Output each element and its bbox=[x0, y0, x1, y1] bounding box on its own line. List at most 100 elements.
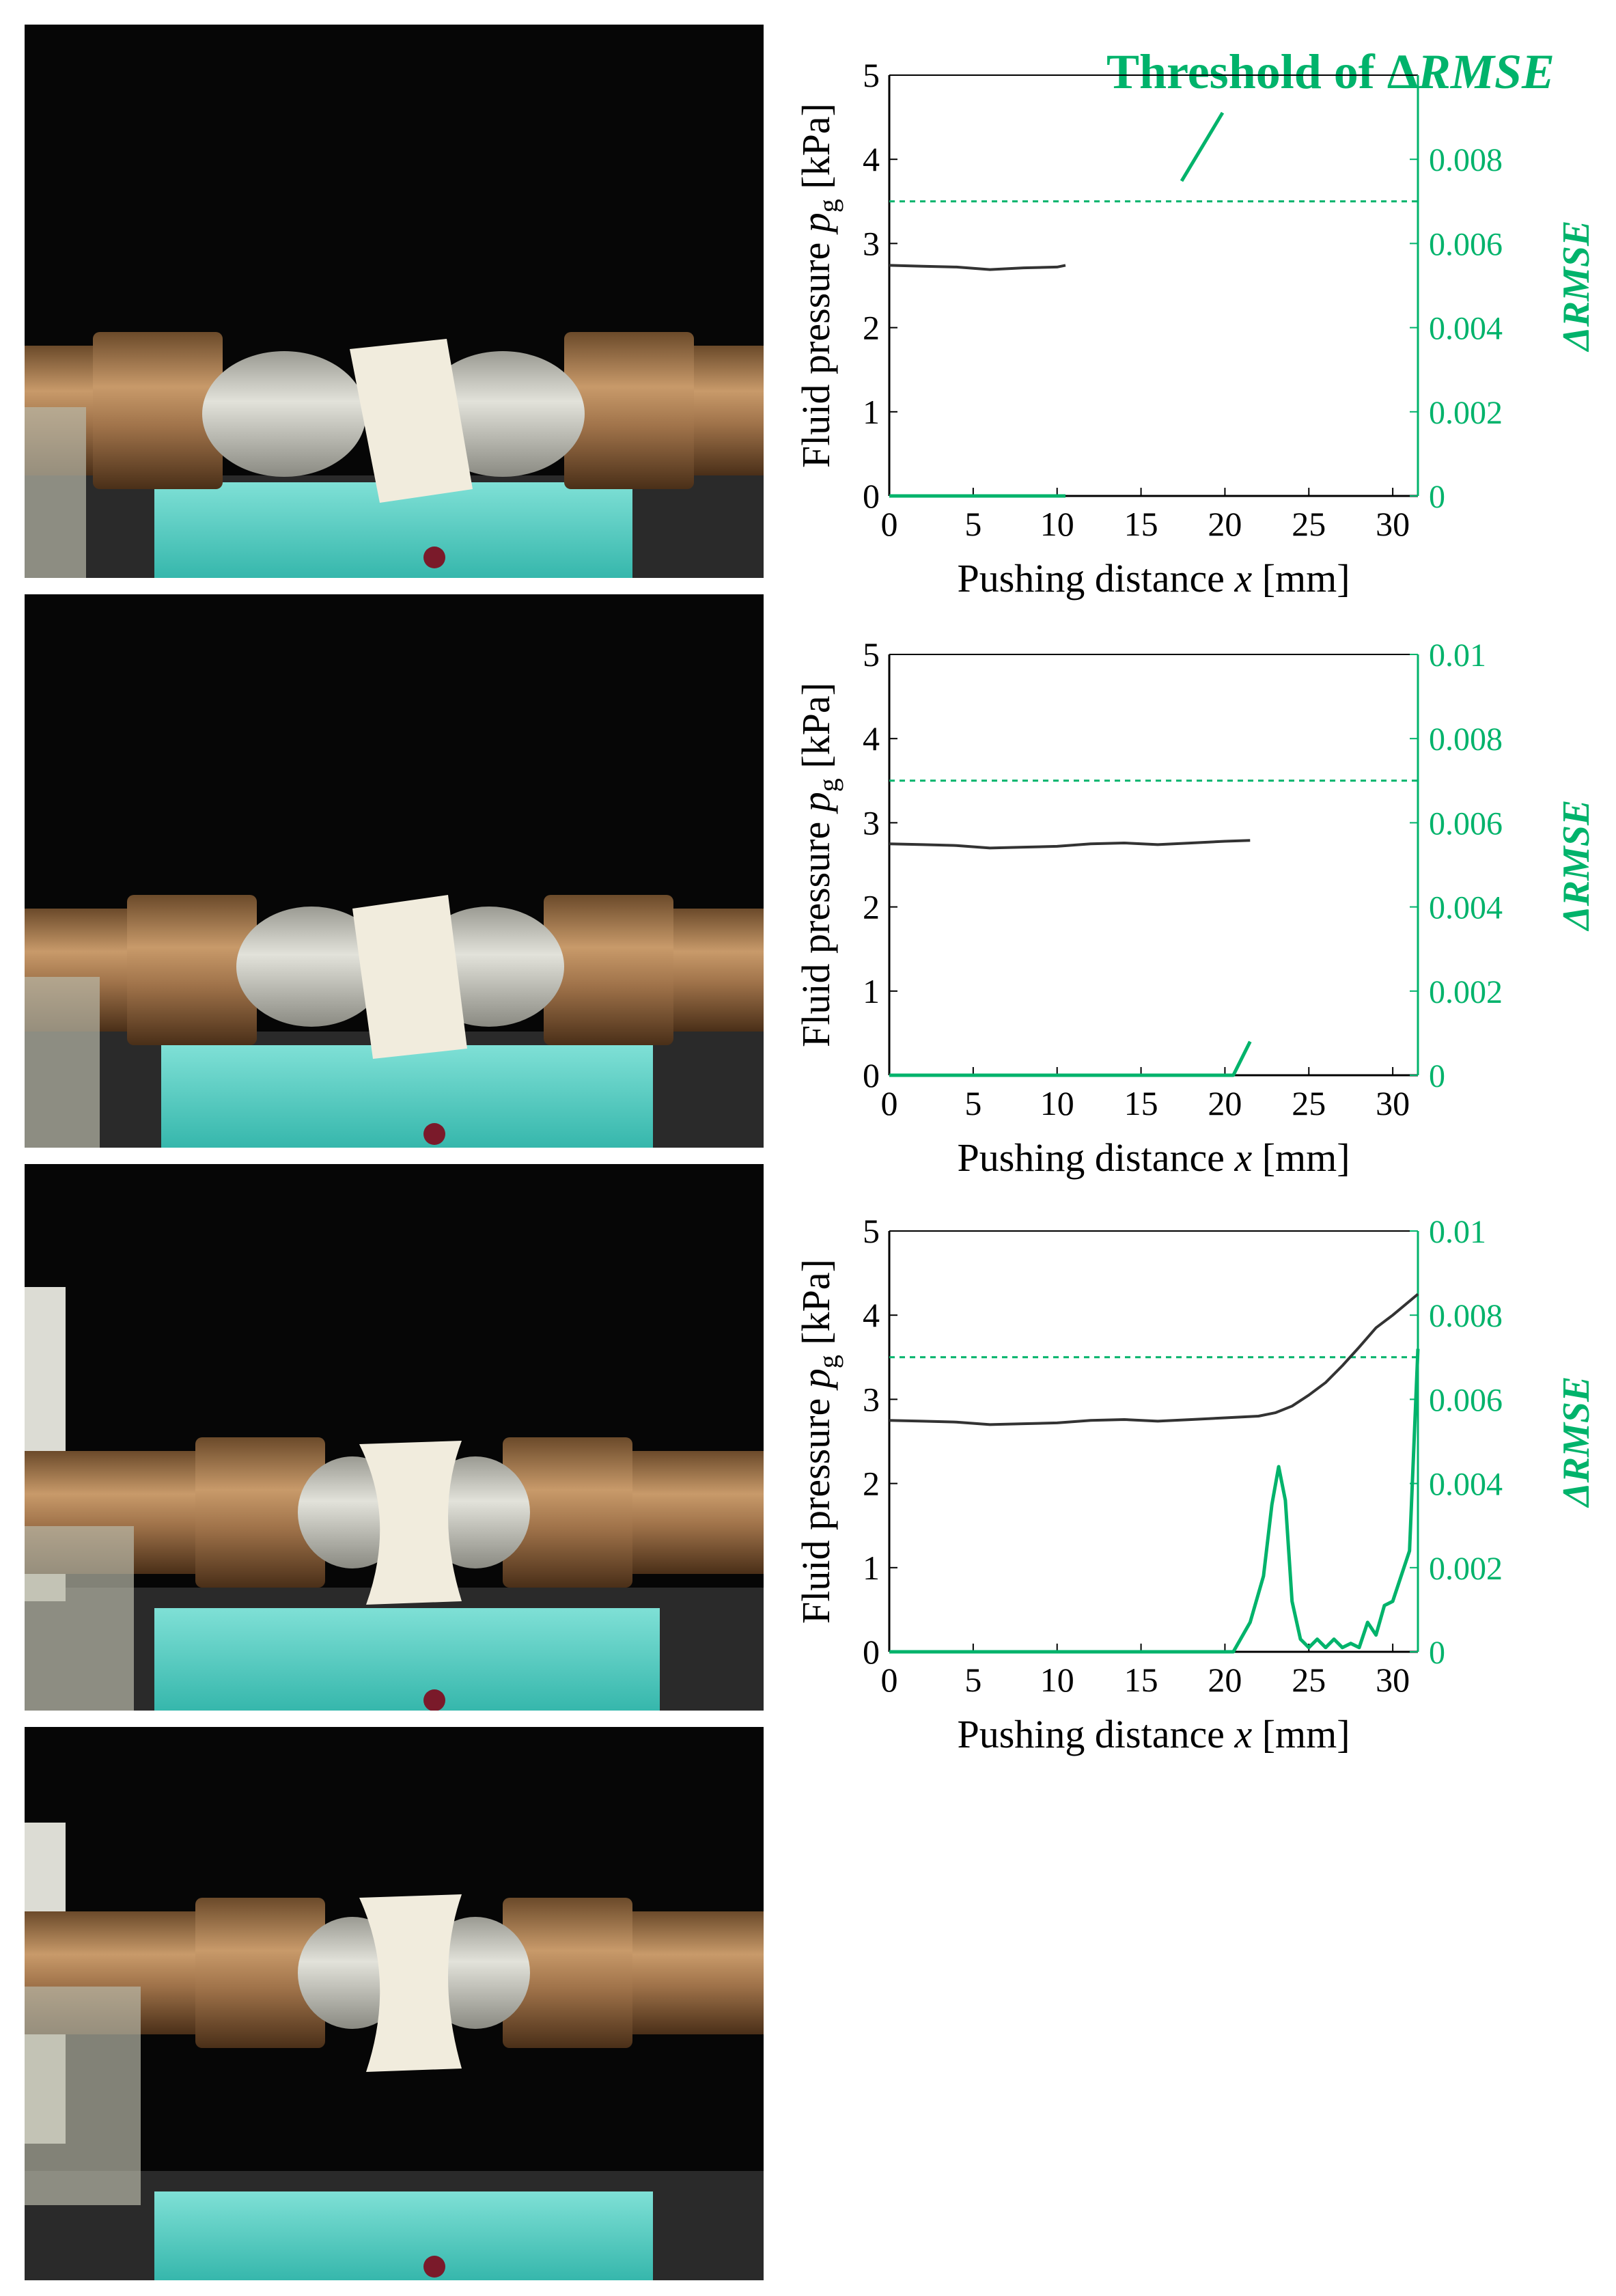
x-tick-label: 15 bbox=[1124, 1084, 1158, 1122]
y-axis-label: Fluid pressure pg [kPa] bbox=[794, 1259, 844, 1624]
y2-tick-label: 0.002 bbox=[1429, 395, 1503, 431]
x-axis-label-unit: [mm] bbox=[1252, 556, 1350, 600]
pressure-series-line bbox=[889, 264, 1066, 271]
x-axis-label: Pushing distance x [mm] bbox=[957, 1712, 1350, 1756]
y-axis-label-sub: g bbox=[813, 1355, 844, 1368]
x-tick-label: 10 bbox=[1040, 1661, 1074, 1699]
y2-tick-label: 0 bbox=[1429, 1635, 1445, 1671]
y2-tick-label: 0.002 bbox=[1429, 1551, 1503, 1587]
y2-tick-label: 0.008 bbox=[1429, 142, 1503, 178]
y-axis-label-sub: g bbox=[813, 199, 844, 212]
x-tick-label: 5 bbox=[964, 1661, 981, 1699]
x-tick-label: 25 bbox=[1292, 1661, 1326, 1699]
x-tick-label: 15 bbox=[1124, 1661, 1158, 1699]
y-tick-label: 0 bbox=[863, 1633, 880, 1671]
experiment-photo-2 bbox=[25, 594, 764, 1148]
chart-panel-3: 0 5 10 15 20 25 30 0 1 2 3 4 5 0 0.002 0.004 0.006 0.008 0… bbox=[772, 1190, 1616, 1771]
threshold-annotation-prefix: Threshold of Δ bbox=[1106, 44, 1418, 99]
chart-svg-2: 0 5 10 15 20 25 30 0 1 2 3 4 5 0 0.002 0.004 0.006 0.008 0… bbox=[794, 635, 1598, 1180]
y2-tick-label: 0.004 bbox=[1429, 890, 1503, 926]
pressure-series-line bbox=[889, 1292, 1419, 1426]
y-tick-label: 0 bbox=[863, 477, 880, 515]
y2-axis-label: ΔRMSE bbox=[1555, 800, 1598, 932]
y-axis-label-sub: g bbox=[813, 778, 844, 792]
x-tick-label: 30 bbox=[1376, 1084, 1410, 1122]
y-tick-label: 2 bbox=[863, 1465, 880, 1503]
y-axis-label-text: Fluid pressure bbox=[794, 1388, 838, 1624]
y2-axis-label: ΔRMSE bbox=[1555, 221, 1598, 352]
y-tick-label: 3 bbox=[863, 803, 880, 842]
x-axis-label: Pushing distance x [mm] bbox=[957, 1135, 1350, 1180]
x-tick-label: 30 bbox=[1376, 1661, 1410, 1699]
y2-tick-label: 0.004 bbox=[1429, 311, 1503, 347]
threshold-annotation: Threshold of ΔRMSE bbox=[1106, 44, 1555, 100]
x-axis-label-var: x bbox=[1234, 1712, 1252, 1756]
chart-panel-1: 0 5 10 15 20 25 30 0 1 2 3 4 5 0 0.002 0.004 0.006 0.008 P… bbox=[772, 34, 1616, 615]
x-tick-label: 20 bbox=[1208, 1084, 1242, 1122]
y2-tick-label: 0.006 bbox=[1429, 805, 1503, 842]
threshold-annotation-symbol: RMSE bbox=[1417, 44, 1555, 99]
rmse-series-line bbox=[889, 1348, 1420, 1654]
x-tick-label: 30 bbox=[1376, 505, 1410, 543]
x-tick-label: 0 bbox=[881, 1084, 898, 1122]
experiment-photo-1 bbox=[25, 25, 764, 578]
y2-tick-label: 0.002 bbox=[1429, 974, 1503, 1010]
x-tick-label: 0 bbox=[881, 1661, 898, 1699]
x-axis-label-var: x bbox=[1234, 556, 1252, 600]
y-axis-label-unit: [kPa] bbox=[794, 682, 838, 778]
y-axis-label-var: p bbox=[794, 212, 838, 235]
y2-axis-label: ΔRMSE bbox=[1555, 1377, 1598, 1508]
chart-svg-1: 0 5 10 15 20 25 30 0 1 2 3 4 5 0 0.002 0.004 0.006 0.008 P… bbox=[794, 56, 1598, 600]
y-tick-label: 4 bbox=[863, 1296, 880, 1334]
x-tick-label: 25 bbox=[1292, 1084, 1326, 1122]
x-tick-label: 5 bbox=[964, 1084, 981, 1122]
x-axis-label: Pushing distance x [mm] bbox=[957, 556, 1350, 600]
x-tick-label: 10 bbox=[1040, 1084, 1074, 1122]
y-tick-label: 0 bbox=[863, 1056, 880, 1094]
x-axis-label-unit: [mm] bbox=[1252, 1712, 1350, 1756]
y-axis-label: Fluid pressure pg [kPa] bbox=[794, 103, 844, 468]
chart-panel-2: 0 5 10 15 20 25 30 0 1 2 3 4 5 0 0.002 0.004 0.006 0.008 0… bbox=[772, 613, 1616, 1194]
pressure-series-line bbox=[889, 839, 1251, 850]
y-tick-label: 3 bbox=[863, 224, 880, 262]
y2-tick-label: 0.01 bbox=[1429, 637, 1486, 674]
y-axis-label: Fluid pressure pg [kPa] bbox=[794, 682, 844, 1047]
y-tick-label: 1 bbox=[863, 393, 880, 431]
y-axis-label-var: p bbox=[794, 1368, 838, 1391]
x-axis-label-unit: [mm] bbox=[1252, 1135, 1350, 1180]
y-axis-label-var: p bbox=[794, 792, 838, 814]
x-tick-label: 5 bbox=[964, 505, 981, 543]
y2-tick-label: 0.004 bbox=[1429, 1467, 1503, 1503]
experiment-photo-4 bbox=[25, 1727, 764, 2280]
x-axis-label-text: Pushing distance bbox=[957, 1712, 1234, 1756]
x-tick-label: 25 bbox=[1292, 505, 1326, 543]
y-tick-label: 3 bbox=[863, 1380, 880, 1418]
y2-tick-label: 0.006 bbox=[1429, 226, 1503, 262]
x-axis-label-text: Pushing distance bbox=[957, 1135, 1234, 1180]
y-axis-label-unit: [kPa] bbox=[794, 1259, 838, 1355]
y-axis-label-text: Fluid pressure bbox=[794, 232, 838, 468]
x-tick-label: 15 bbox=[1124, 505, 1158, 543]
y-tick-label: 4 bbox=[863, 719, 880, 758]
y-axis-label-text: Fluid pressure bbox=[794, 812, 838, 1047]
y-tick-label: 2 bbox=[863, 309, 880, 347]
y2-tick-label: 0 bbox=[1429, 479, 1445, 515]
y2-tick-label: 0.01 bbox=[1429, 1214, 1486, 1250]
chart-svg-3: 0 5 10 15 20 25 30 0 1 2 3 4 5 0 0.002 0.004 0.006 0.008 0… bbox=[794, 1212, 1598, 1756]
y-tick-label: 1 bbox=[863, 972, 880, 1010]
y2-tick-label: 0.008 bbox=[1429, 1298, 1503, 1334]
y-tick-label: 5 bbox=[863, 635, 880, 674]
x-axis-label-var: x bbox=[1234, 1135, 1252, 1180]
x-tick-label: 20 bbox=[1208, 505, 1242, 543]
y-axis-label-unit: [kPa] bbox=[794, 103, 838, 199]
rmse-series-line bbox=[889, 1040, 1252, 1077]
y-tick-label: 1 bbox=[863, 1549, 880, 1587]
y2-tick-label: 0.008 bbox=[1429, 721, 1503, 758]
y-tick-label: 4 bbox=[863, 140, 880, 178]
x-axis-label-text: Pushing distance bbox=[957, 556, 1234, 600]
y2-tick-label: 0 bbox=[1429, 1058, 1445, 1094]
x-tick-label: 0 bbox=[881, 505, 898, 543]
y-tick-label: 5 bbox=[863, 1212, 880, 1250]
y2-tick-label: 0.006 bbox=[1429, 1382, 1503, 1418]
x-tick-label: 20 bbox=[1208, 1661, 1242, 1699]
